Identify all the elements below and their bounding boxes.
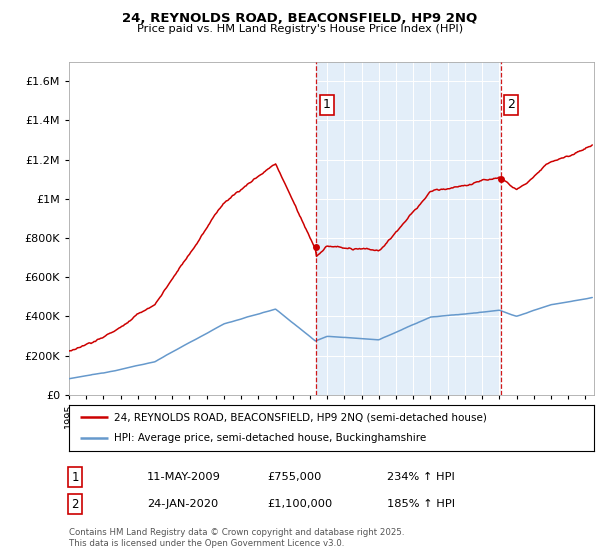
Text: 11-MAY-2009: 11-MAY-2009 (147, 472, 221, 482)
Text: 24, REYNOLDS ROAD, BEACONSFIELD, HP9 2NQ (semi-detached house): 24, REYNOLDS ROAD, BEACONSFIELD, HP9 2NQ… (113, 412, 487, 422)
Text: 185% ↑ HPI: 185% ↑ HPI (387, 499, 455, 509)
Text: HPI: Average price, semi-detached house, Buckinghamshire: HPI: Average price, semi-detached house,… (113, 433, 426, 444)
Text: Contains HM Land Registry data © Crown copyright and database right 2025.
This d: Contains HM Land Registry data © Crown c… (69, 528, 404, 548)
Text: 24, REYNOLDS ROAD, BEACONSFIELD, HP9 2NQ: 24, REYNOLDS ROAD, BEACONSFIELD, HP9 2NQ (122, 12, 478, 25)
Text: Price paid vs. HM Land Registry's House Price Index (HPI): Price paid vs. HM Land Registry's House … (137, 24, 463, 34)
Text: 24-JAN-2020: 24-JAN-2020 (147, 499, 218, 509)
Text: 1: 1 (323, 99, 331, 111)
Text: 1: 1 (71, 470, 79, 484)
Text: 234% ↑ HPI: 234% ↑ HPI (387, 472, 455, 482)
Text: £755,000: £755,000 (267, 472, 322, 482)
Text: 2: 2 (508, 99, 515, 111)
Bar (316, 62, 500, 395)
Text: 2: 2 (71, 497, 79, 511)
Text: £1,100,000: £1,100,000 (267, 499, 332, 509)
